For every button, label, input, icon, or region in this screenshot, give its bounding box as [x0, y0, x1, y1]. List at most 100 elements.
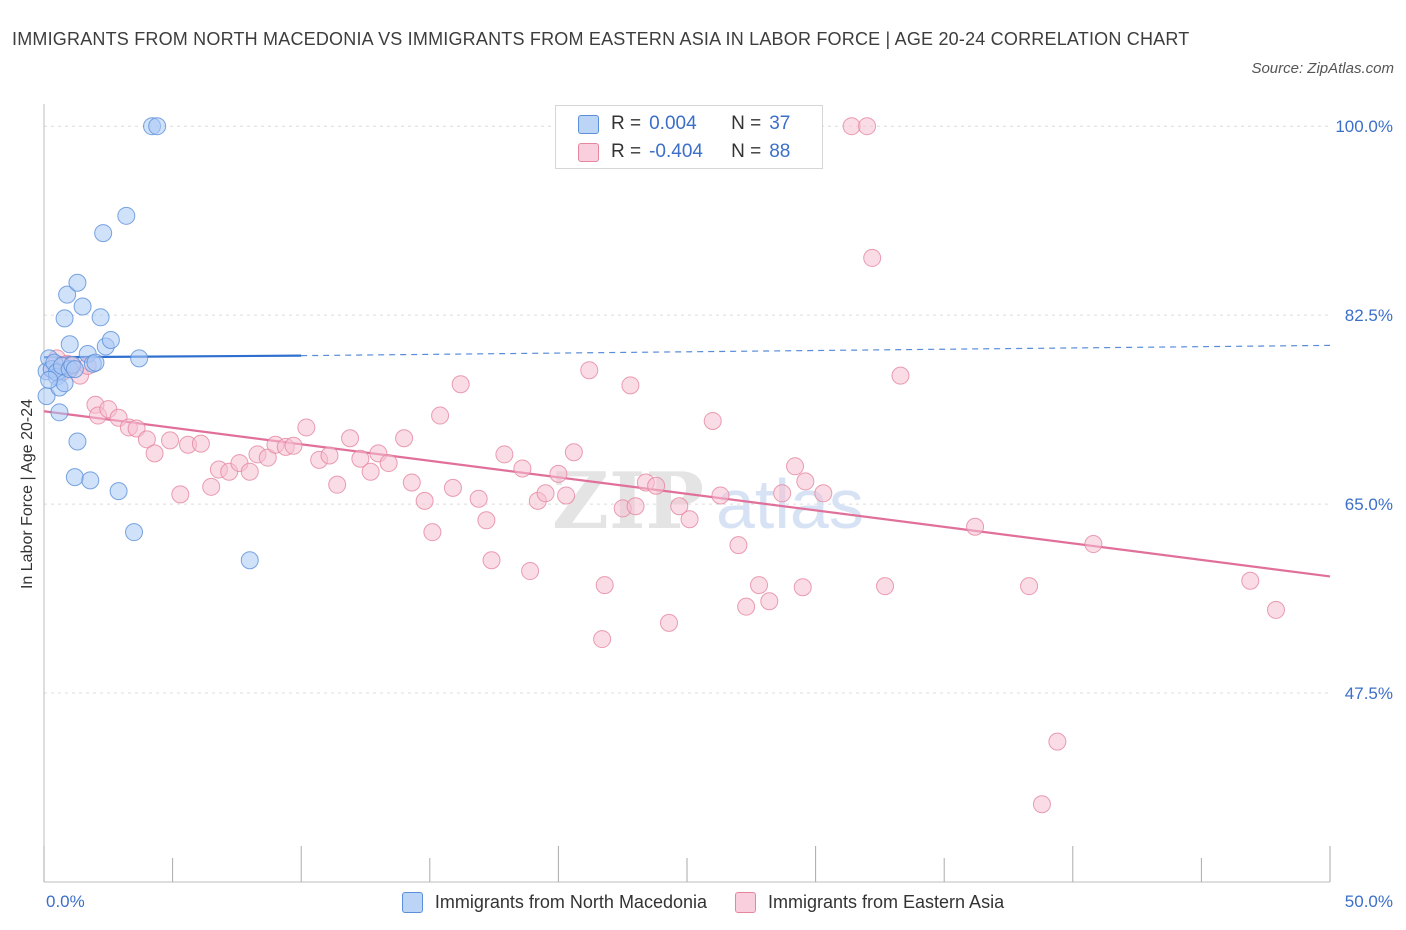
point-eastern-asia: [395, 429, 414, 448]
y-tick-label: 100.0%: [1335, 117, 1393, 136]
point-eastern-asia: [341, 429, 360, 448]
legend-n-value: 88: [769, 141, 791, 162]
point-eastern-asia: [297, 418, 316, 437]
point-eastern-asia: [557, 486, 576, 505]
trend-line-eastern-asia: [43, 410, 1331, 578]
point-eastern-asia: [415, 491, 434, 510]
legend-r-value: -0.404: [649, 141, 703, 162]
point-eastern-asia: [773, 484, 792, 503]
point-north-macedonia: [240, 551, 259, 570]
point-eastern-asia: [202, 477, 221, 496]
point-eastern-asia: [1020, 577, 1039, 596]
legend-swatch-blue: [578, 114, 599, 134]
point-eastern-asia: [443, 478, 462, 497]
point-north-macedonia: [60, 335, 79, 354]
point-eastern-asia: [549, 464, 568, 483]
legend-r-label: R =: [611, 113, 642, 134]
point-north-macedonia: [81, 471, 100, 490]
grid-lines: [44, 125, 1330, 694]
point-eastern-asia: [842, 117, 861, 136]
y-tick-label: 82.5%: [1345, 306, 1393, 325]
point-eastern-asia: [145, 444, 164, 463]
point-eastern-asia: [191, 434, 210, 453]
point-north-macedonia: [91, 308, 110, 327]
point-eastern-asia: [680, 510, 699, 529]
point-eastern-asia: [786, 457, 805, 476]
point-eastern-asia: [1266, 600, 1285, 619]
chart-title: IMMIGRANTS FROM NORTH MACEDONIA VS IMMIG…: [12, 29, 1190, 49]
legend-n-label: N =: [731, 113, 762, 134]
point-eastern-asia: [814, 484, 833, 503]
point-eastern-asia: [863, 248, 882, 267]
point-north-macedonia: [86, 353, 105, 372]
legend-item-north-macedonia: Immigrants from North Macedonia: [401, 891, 707, 913]
point-north-macedonia: [148, 117, 167, 136]
watermark-atlas: atlas: [716, 465, 864, 543]
legend-r-value: 0.004: [649, 113, 697, 134]
point-eastern-asia: [1241, 571, 1260, 590]
point-eastern-asia: [495, 445, 514, 464]
point-eastern-asia: [703, 411, 722, 430]
x-tick-label: 50.0%: [1345, 892, 1393, 911]
point-north-macedonia: [50, 403, 69, 422]
point-eastern-asia: [858, 117, 877, 136]
point-eastern-asia: [351, 449, 370, 468]
legend-n-label: N =: [731, 141, 762, 162]
point-eastern-asia: [760, 592, 779, 611]
point-eastern-asia: [240, 462, 259, 481]
point-north-macedonia: [73, 297, 92, 316]
point-eastern-asia: [750, 576, 769, 595]
data-points: [37, 117, 1285, 814]
point-eastern-asia: [659, 613, 678, 632]
point-north-macedonia: [55, 309, 74, 328]
point-eastern-asia: [796, 472, 815, 491]
legend-item-eastern-asia: Immigrants from Eastern Asia: [735, 891, 1004, 913]
point-eastern-asia: [711, 486, 730, 505]
point-eastern-asia: [647, 476, 666, 495]
x-tick-label: 0.0%: [46, 892, 85, 911]
legend-r-label: R =: [611, 141, 642, 162]
y-tick-label: 47.5%: [1345, 684, 1393, 703]
y-tick-label: 65.0%: [1345, 495, 1393, 514]
point-north-macedonia: [65, 360, 84, 379]
legend-swatch-pink: [735, 891, 756, 913]
point-eastern-asia: [482, 551, 501, 570]
point-eastern-asia: [320, 446, 339, 465]
point-eastern-asia: [729, 536, 748, 555]
series-legend: Immigrants from North Macedonia Immigran…: [0, 888, 1406, 916]
point-north-macedonia: [40, 370, 59, 389]
point-north-macedonia: [58, 285, 77, 304]
point-north-macedonia: [94, 224, 113, 243]
point-north-macedonia: [68, 273, 87, 292]
point-eastern-asia: [361, 462, 380, 481]
point-north-macedonia: [117, 206, 136, 225]
point-eastern-asia: [521, 562, 540, 581]
point-eastern-asia: [966, 517, 985, 536]
axes: [43, 104, 1331, 883]
point-north-macedonia: [125, 523, 144, 542]
correlation-legend: R = 0.004 N = 37 R = -0.404 N = 88: [555, 105, 823, 169]
point-eastern-asia: [580, 361, 599, 380]
legend-swatch-pink: [578, 142, 599, 162]
point-north-macedonia: [101, 330, 120, 349]
trend-line-north-macedonia-extension: [301, 344, 1331, 357]
point-eastern-asia: [1048, 732, 1067, 751]
point-eastern-asia: [137, 430, 156, 449]
point-eastern-asia: [626, 497, 645, 516]
point-eastern-asia: [379, 454, 398, 473]
point-eastern-asia: [477, 511, 496, 530]
point-eastern-asia: [423, 523, 442, 542]
point-north-macedonia: [68, 432, 87, 451]
watermark: ZIPatlas: [552, 456, 864, 547]
legend-swatch-blue: [401, 891, 423, 913]
point-eastern-asia: [513, 459, 532, 478]
point-eastern-asia: [595, 576, 614, 595]
legend-n-value: 37: [769, 113, 791, 134]
tick-labels: 47.5% 65.0% 82.5% 100.0% 0.0% 50.0%: [46, 117, 1393, 911]
point-north-macedonia: [109, 482, 128, 501]
point-eastern-asia: [431, 406, 450, 425]
point-eastern-asia: [1032, 795, 1051, 814]
point-eastern-asia: [1084, 535, 1103, 554]
point-eastern-asia: [171, 485, 190, 504]
